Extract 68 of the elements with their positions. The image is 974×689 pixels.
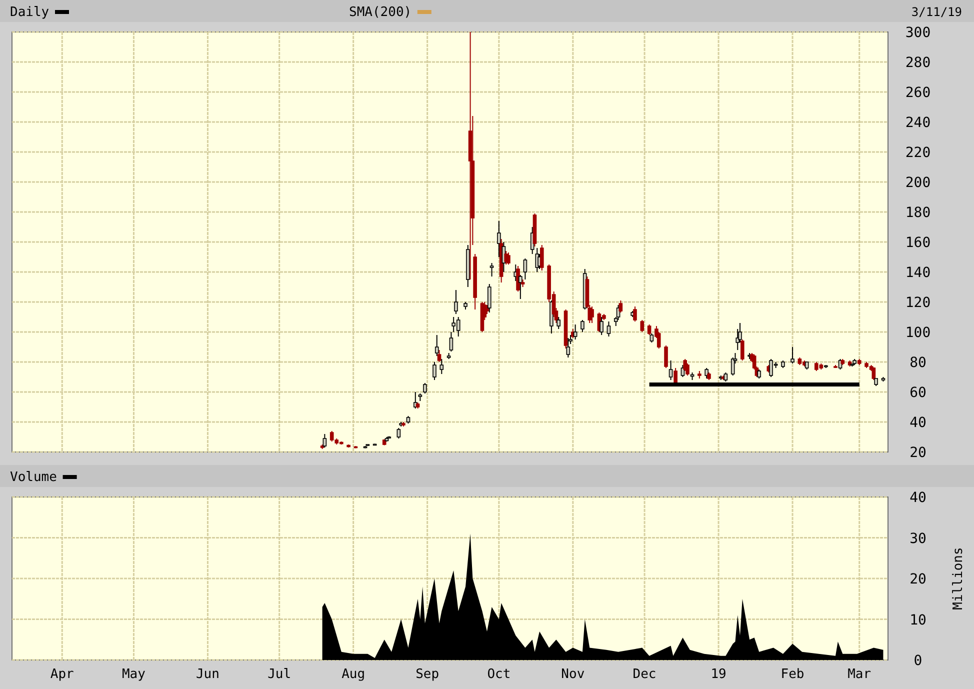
x-tick-label: 19 — [710, 667, 726, 682]
x-tick-label: Feb — [780, 667, 804, 682]
x-tick-label: Dec — [632, 667, 656, 682]
candlestick — [449, 332, 454, 352]
candlestick — [872, 366, 876, 380]
y-tick-label: 30 — [910, 530, 926, 547]
candlestick — [790, 346, 794, 364]
y-tick-label: 120 — [905, 295, 931, 311]
candlestick — [600, 316, 604, 336]
candlestick — [497, 220, 501, 258]
candlestick — [640, 320, 644, 332]
candlestick — [454, 290, 458, 314]
candlestick — [490, 262, 494, 277]
legend-label: Volume — [10, 470, 58, 485]
candlestick — [580, 320, 584, 332]
candlestick — [506, 252, 510, 265]
candlestick — [704, 368, 708, 379]
x-tick-label: Jul — [268, 667, 292, 682]
y-tick-label: 60 — [910, 385, 926, 401]
text: 3/11/19 — [911, 5, 962, 19]
candlestick — [487, 284, 492, 313]
candlestick — [590, 306, 594, 324]
x-tick-label: Aug — [342, 667, 366, 682]
candlestick — [740, 339, 744, 361]
y-tick-label: 0 — [914, 653, 922, 669]
y-tick-label: 10 — [910, 612, 926, 628]
y-tick-label: 180 — [905, 205, 931, 221]
x-tick-label: Nov — [561, 667, 585, 682]
candlestick — [668, 360, 673, 380]
candlestick — [664, 345, 668, 368]
candlestick — [730, 357, 735, 376]
candlestick — [686, 363, 690, 376]
y-tick-label: 80 — [910, 355, 926, 371]
x-tick-label: Oct — [487, 667, 511, 682]
y-tick-label: 200 — [905, 175, 931, 191]
y-tick-label: 160 — [905, 235, 931, 251]
candlestick — [440, 358, 444, 374]
y-tick-label: 240 — [905, 115, 931, 131]
candlestick — [618, 300, 623, 313]
candlestick — [647, 324, 652, 336]
y-tick-label: 140 — [905, 265, 931, 281]
candlestick — [606, 321, 611, 337]
y-tick-label: 220 — [905, 145, 931, 161]
x-tick-label: Apr — [50, 667, 74, 682]
x-tick-label: May — [122, 667, 146, 682]
candlestick — [322, 434, 327, 448]
y-tick-label: 20 — [910, 445, 926, 461]
text: Daily — [10, 5, 50, 20]
x-tick-label: Jun — [196, 667, 220, 682]
candlestick — [566, 338, 570, 358]
legend-label: SMA(200) — [349, 5, 412, 20]
candlestick — [556, 316, 561, 330]
y-tick-label: 300 — [905, 25, 931, 41]
y-tick-label: 280 — [905, 55, 931, 71]
y-axis-title: Millions — [951, 547, 966, 610]
candlestick — [434, 334, 439, 356]
x-tick-label: Sep — [416, 667, 440, 682]
y-tick-label: 260 — [905, 85, 931, 101]
y-tick-label: 40 — [910, 415, 926, 431]
x-tick-label: Mar — [848, 667, 872, 682]
candlestick — [396, 428, 401, 439]
y-tick-label: 20 — [910, 572, 926, 588]
candlestick — [423, 382, 427, 394]
candlestick — [432, 362, 436, 380]
candlestick — [437, 350, 442, 362]
y-tick-label: 40 — [910, 490, 926, 506]
candlestick — [523, 258, 528, 280]
y-tick-label: 100 — [905, 325, 931, 341]
